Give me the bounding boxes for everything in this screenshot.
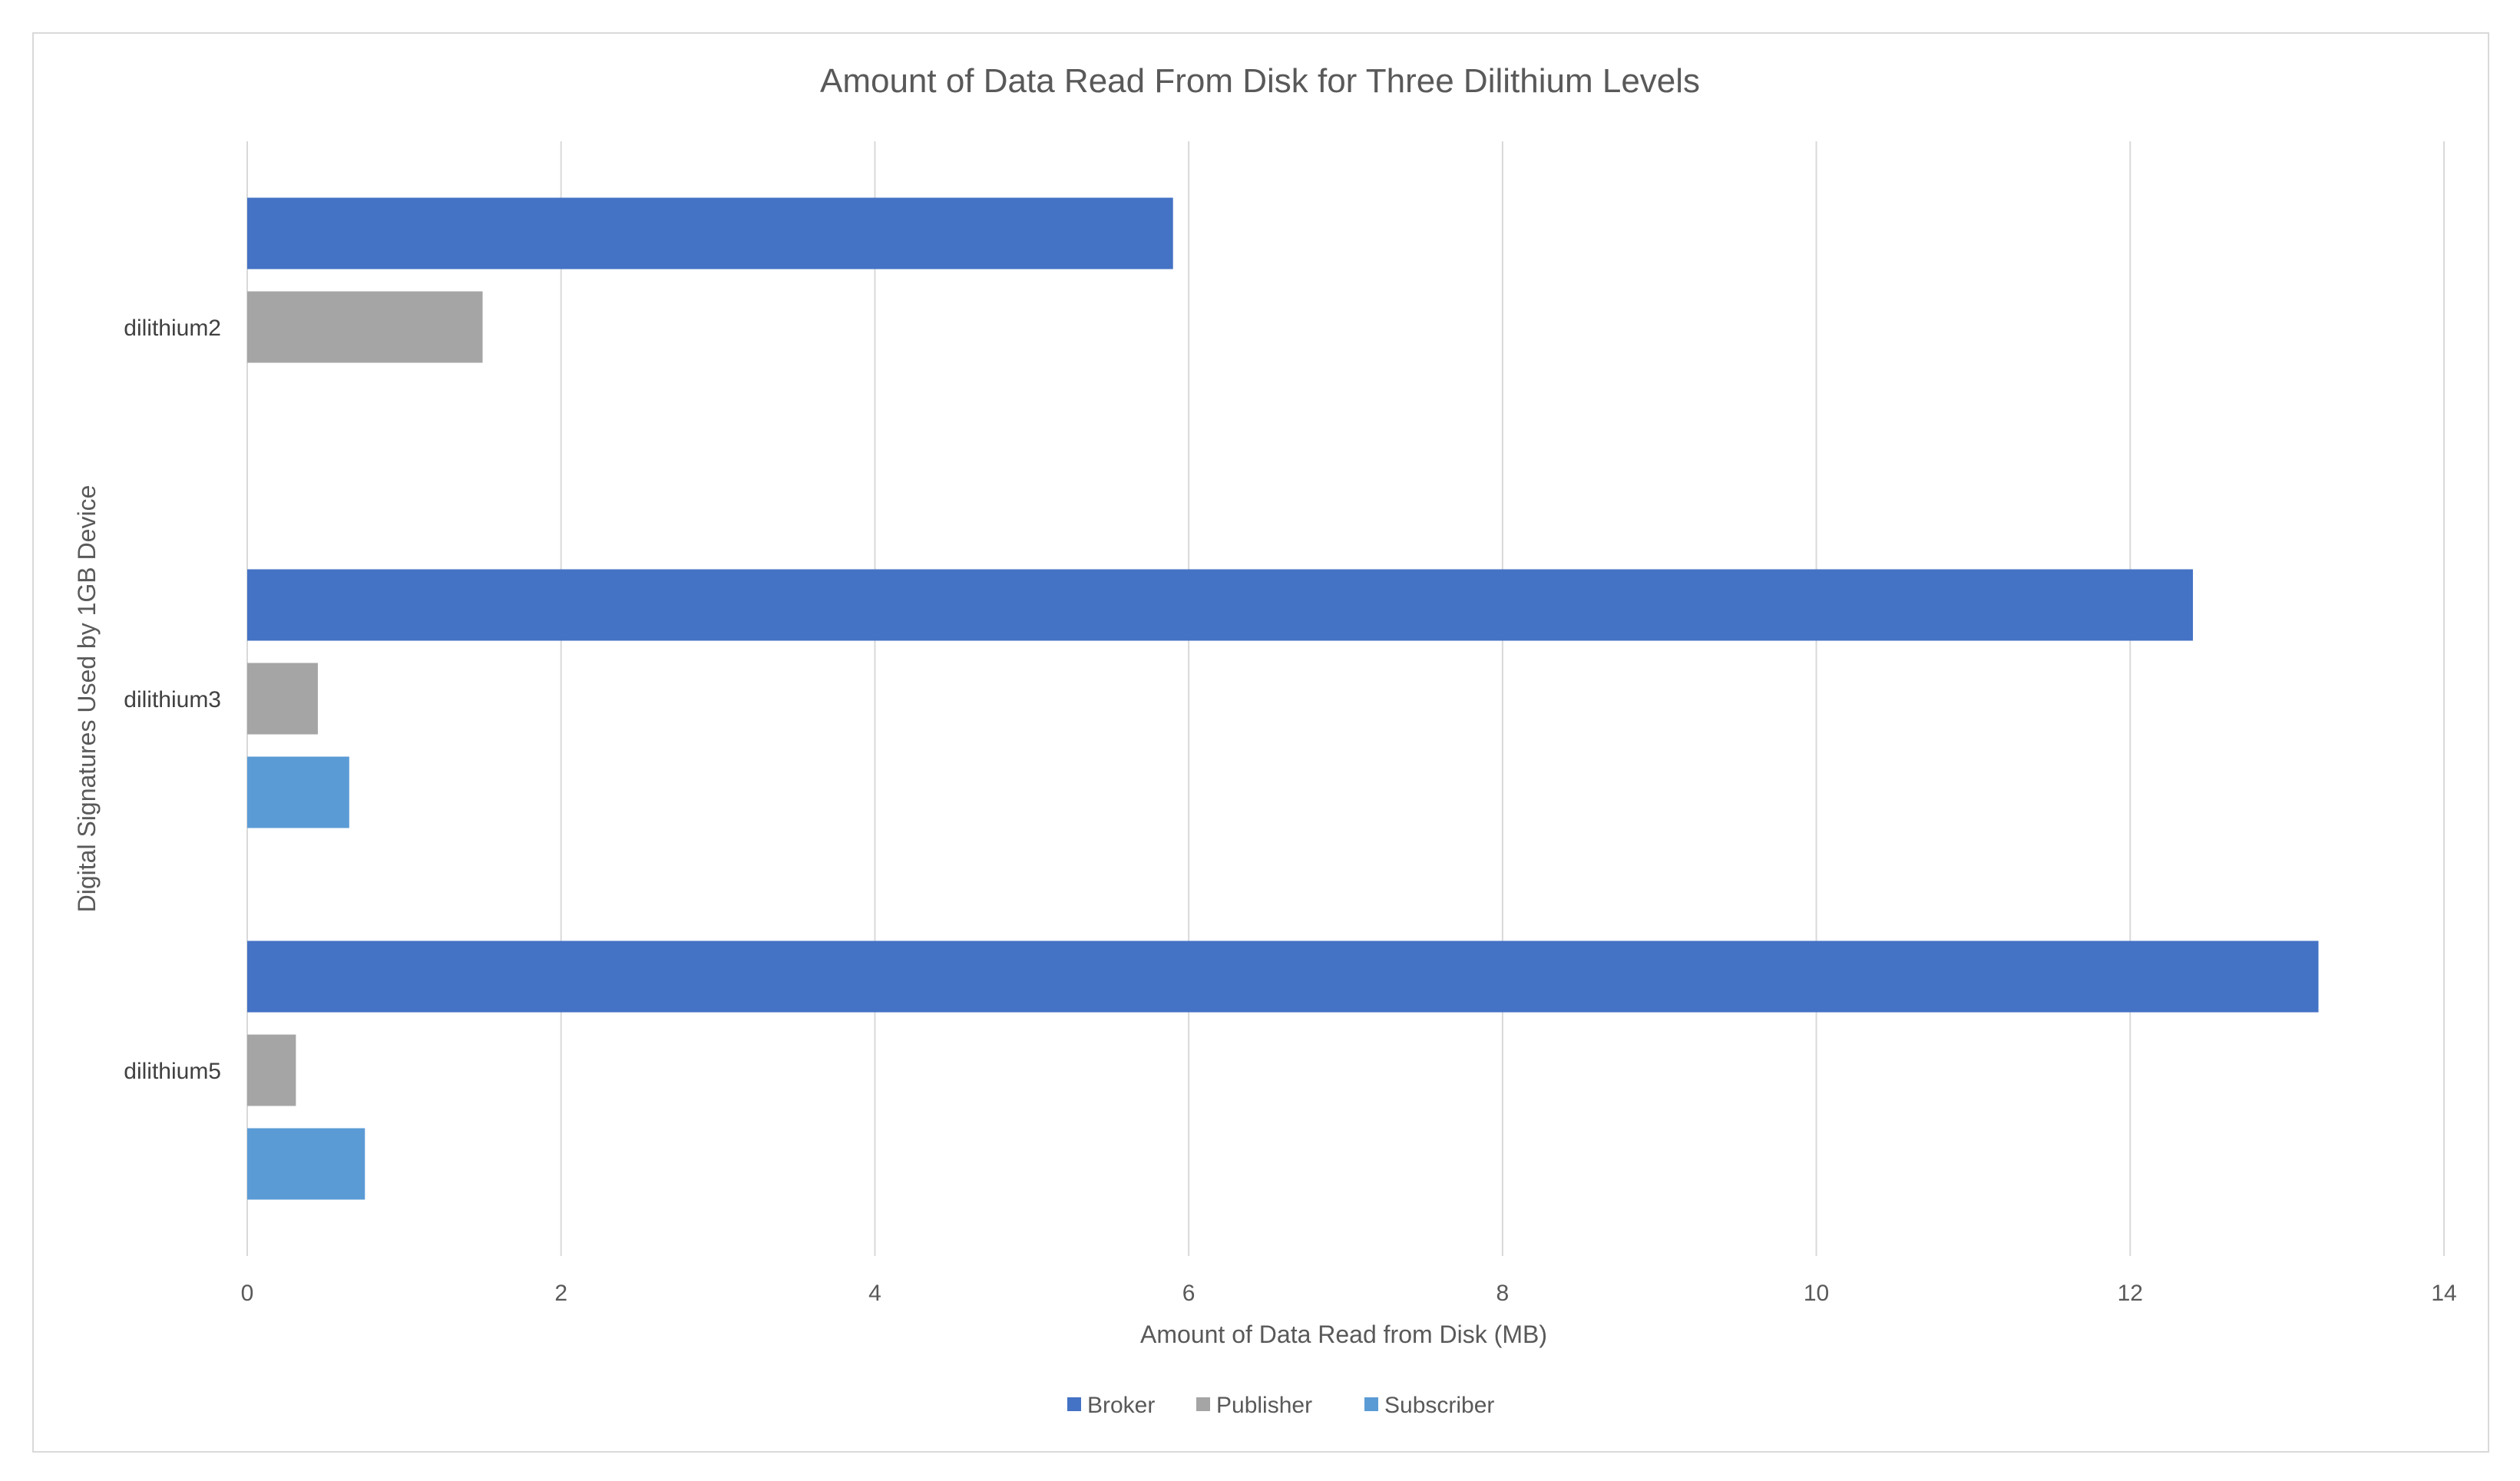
- category-label-dilithium2: dilithium2: [124, 316, 221, 341]
- legend-swatch-broker: [1067, 1397, 1081, 1411]
- y-axis-title: Digital Signatures Used by 1GB Device: [73, 485, 101, 913]
- bar-publisher-dilithium3: [247, 663, 318, 735]
- x-tick-label: 8: [1496, 1281, 1510, 1306]
- x-tick-label: 14: [2431, 1281, 2456, 1306]
- gridlines: [246, 141, 2445, 1256]
- bars: [247, 197, 2319, 1200]
- category-label-dilithium5: dilithium5: [124, 1059, 221, 1084]
- bar-publisher-dilithium5: [247, 1034, 296, 1106]
- legend-label-broker: Broker: [1087, 1393, 1155, 1418]
- x-tick-label: 12: [2118, 1281, 2143, 1306]
- bar-broker-dilithium2: [247, 197, 1173, 269]
- x-tick-label: 0: [241, 1281, 254, 1306]
- bar-subscriber-dilithium5: [247, 1128, 365, 1200]
- bar-broker-dilithium5: [247, 941, 2319, 1013]
- x-axis-title: Amount of Data Read from Disk (MB): [1140, 1321, 1547, 1348]
- x-tick-label: 10: [1804, 1281, 1829, 1306]
- bar-broker-dilithium3: [247, 569, 2194, 641]
- x-axis-ticks: 0 2 4 6 8 10 12 14: [241, 1281, 2457, 1306]
- legend-label-subscriber: Subscriber: [1384, 1393, 1494, 1418]
- legend-swatch-publisher: [1196, 1397, 1210, 1411]
- bar-publisher-dilithium2: [247, 291, 483, 363]
- x-tick-label: 6: [1182, 1281, 1196, 1306]
- x-tick-label: 4: [868, 1281, 881, 1306]
- y-axis-categories: dilithium2 dilithium3 dilithium5: [124, 316, 221, 1084]
- legend: Broker Publisher Subscriber: [1067, 1393, 1494, 1418]
- legend-label-publisher: Publisher: [1216, 1393, 1312, 1418]
- x-tick-label: 2: [554, 1281, 567, 1306]
- chart-title: Amount of Data Read From Disk for Three …: [820, 62, 1700, 100]
- legend-swatch-subscriber: [1364, 1397, 1378, 1411]
- category-label-dilithium3: dilithium3: [124, 687, 221, 712]
- bar-subscriber-dilithium3: [247, 756, 349, 828]
